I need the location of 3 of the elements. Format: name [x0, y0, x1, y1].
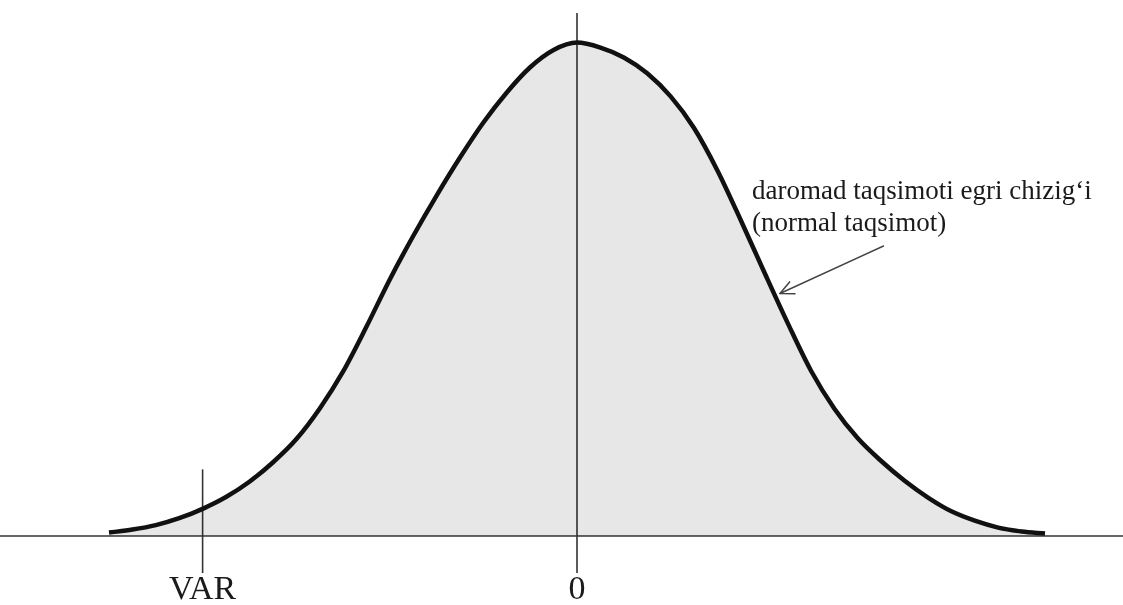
x-tick-label: 0	[568, 568, 586, 605]
annotation: daromad taqsimoti egri chizig‘i (normal taqsimot)	[752, 175, 1092, 237]
x-tick-label: VAR	[168, 568, 237, 605]
